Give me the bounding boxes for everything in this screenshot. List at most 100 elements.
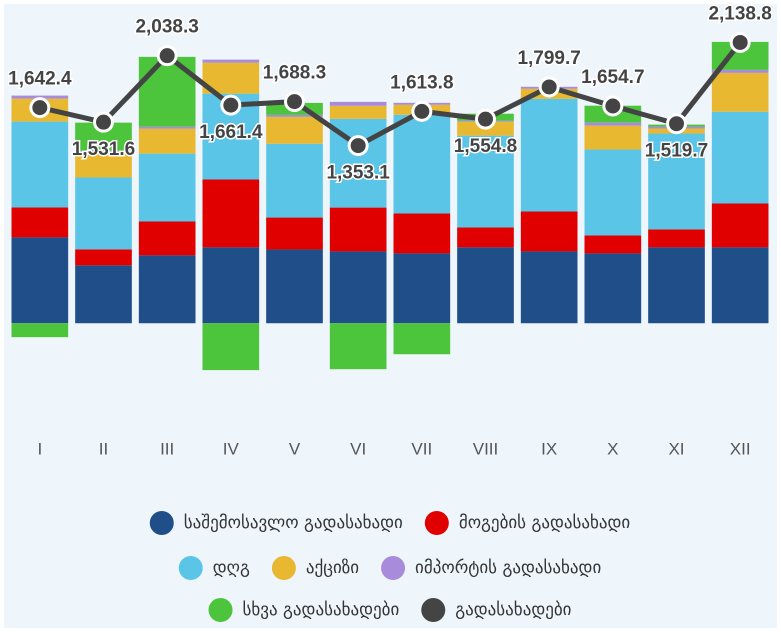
data-label: 1,519.7	[645, 141, 708, 162]
x-tick-label: VIII	[473, 439, 499, 458]
x-tick-label: I	[37, 439, 42, 458]
data-label: 1,613.8	[390, 72, 453, 93]
x-tick-label: XII	[730, 439, 751, 458]
bar-segment	[11, 237, 69, 324]
legend-label: სხვა გადასახადები	[243, 600, 400, 620]
bar-segment	[266, 114, 323, 117]
bar-segment	[584, 253, 642, 324]
legend-marker	[271, 556, 296, 580]
x-tick-label: VI	[350, 439, 366, 458]
data-label: 1,642.4	[8, 69, 72, 90]
line-point	[729, 31, 751, 53]
bar-segment	[202, 59, 260, 63]
bar-segment	[393, 213, 451, 254]
x-tick-label: V	[289, 439, 301, 458]
bar-segment	[138, 153, 196, 222]
bar-segment	[11, 323, 69, 338]
x-tick-label: XI	[668, 439, 684, 458]
bar-segment	[266, 249, 323, 324]
legend-label: აქციზი	[306, 558, 359, 578]
data-label: 1,688.3	[263, 63, 326, 84]
legend-label: იმპორტის გადასახადი	[415, 558, 601, 578]
plot-background	[4, 4, 777, 628]
bar-segment	[393, 253, 451, 324]
bar-segment	[329, 105, 387, 119]
legend-marker	[424, 511, 449, 535]
legend-marker	[208, 598, 233, 622]
legend-marker	[381, 556, 406, 580]
legend-label: გადასახადები	[455, 600, 571, 620]
data-label: 1,654.7	[581, 67, 644, 88]
data-label: 1,353.1	[326, 163, 390, 184]
bar-segment	[711, 247, 769, 324]
total-line	[39, 40, 743, 149]
bar-segment	[138, 126, 196, 129]
bar-segment	[202, 323, 260, 371]
bar-segment	[75, 265, 132, 324]
legend-marker	[149, 511, 174, 535]
x-tick-label: IX	[541, 439, 557, 458]
data-label: 2,038.3	[135, 17, 198, 38]
bar-segment	[202, 179, 260, 248]
bar-segment	[75, 249, 132, 266]
bar-segment	[75, 177, 132, 250]
bar-segment	[329, 207, 387, 252]
x-tick-label: IV	[223, 439, 240, 458]
data-label: 1,531.6	[72, 139, 135, 160]
bar-segment	[711, 111, 769, 204]
bar-segment	[329, 251, 387, 324]
data-label: 1,554.8	[454, 136, 517, 157]
bar-segment	[138, 255, 196, 324]
bar-segment	[457, 135, 514, 228]
bar-segment	[520, 98, 578, 212]
line-point	[347, 135, 369, 157]
bar-segment	[520, 251, 578, 324]
bar-segment	[329, 101, 387, 106]
bar-segment	[584, 125, 642, 150]
x-tick-label: X	[607, 439, 618, 458]
bar-segment	[138, 56, 196, 127]
x-tick-label: III	[160, 439, 174, 458]
bar-segment	[138, 221, 196, 256]
line-point	[602, 95, 624, 117]
bar-segment	[711, 69, 769, 73]
line-point	[156, 45, 178, 67]
data-label: 1,799.7	[517, 48, 580, 69]
bar-segment	[648, 229, 705, 248]
legend-marker	[178, 556, 203, 580]
bar-segment	[648, 247, 705, 324]
line-point	[93, 111, 114, 133]
bar-segment	[266, 217, 323, 250]
legend-label: დღგ	[213, 558, 250, 578]
line-point	[220, 94, 242, 116]
bar-segment	[457, 247, 514, 324]
bar-segment	[11, 121, 69, 208]
line-point	[538, 76, 560, 98]
data-label: 2,138.8	[708, 3, 771, 24]
legend-label: მოგების გადასახადი	[459, 513, 630, 533]
bar-segment	[648, 133, 705, 230]
bar-segment	[329, 323, 387, 370]
x-tick-label: II	[99, 439, 108, 458]
bar-segment	[584, 122, 642, 126]
line-point	[411, 100, 433, 122]
bar-segment	[457, 227, 514, 248]
bar-segment	[75, 150, 132, 153]
bar-segment	[711, 203, 769, 248]
bar-segment	[75, 152, 132, 178]
bar-segment	[584, 149, 642, 236]
x-tick-label: VII	[411, 439, 432, 458]
bar-segment	[393, 323, 451, 355]
bar-segment	[266, 116, 323, 144]
bar-segment	[266, 143, 323, 218]
bar-segment	[520, 211, 578, 252]
bar-segment	[138, 128, 196, 154]
legend-label: საშემოსავლო გადასახადი	[184, 513, 403, 533]
line-point	[29, 97, 51, 119]
legend-marker	[421, 598, 446, 622]
data-label: 1,661.4	[199, 122, 263, 143]
line-point	[666, 113, 687, 135]
line-point	[475, 108, 496, 130]
bar-segment	[711, 72, 769, 112]
